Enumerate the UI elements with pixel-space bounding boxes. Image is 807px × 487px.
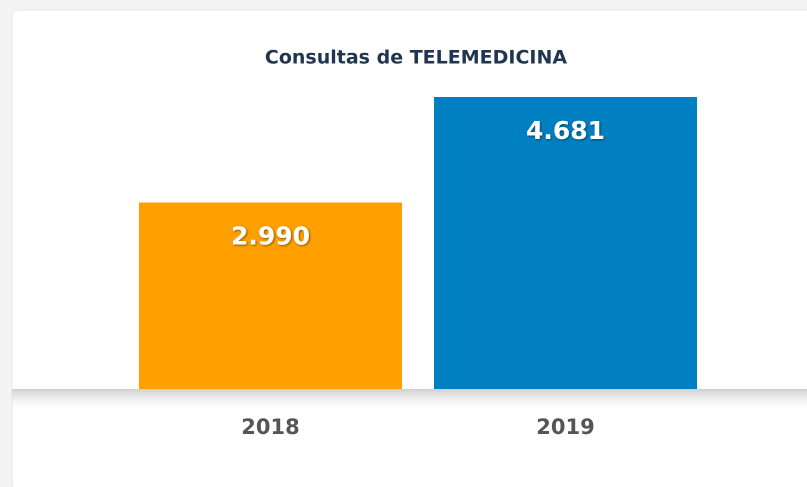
x-tick-label: 2019: [536, 415, 594, 439]
baseline-shadow: [12, 389, 807, 413]
x-tick-label: 2018: [241, 415, 299, 439]
plot: 2.990 2018 4.681 2019: [139, 97, 697, 439]
bar: [139, 202, 402, 389]
bar: [434, 97, 697, 389]
value-label: 2.990: [231, 221, 310, 250]
chart-title: Consultas de TELEMEDICINA: [265, 47, 567, 69]
value-label: 4.681: [526, 116, 605, 145]
